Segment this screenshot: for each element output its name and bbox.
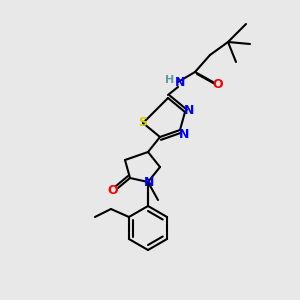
Text: H: H (165, 75, 175, 85)
Text: O: O (108, 184, 118, 197)
Text: N: N (144, 176, 154, 188)
Text: S: S (139, 116, 148, 130)
Text: N: N (175, 76, 185, 88)
Text: N: N (184, 103, 194, 116)
Text: O: O (213, 79, 223, 92)
Text: N: N (179, 128, 189, 140)
